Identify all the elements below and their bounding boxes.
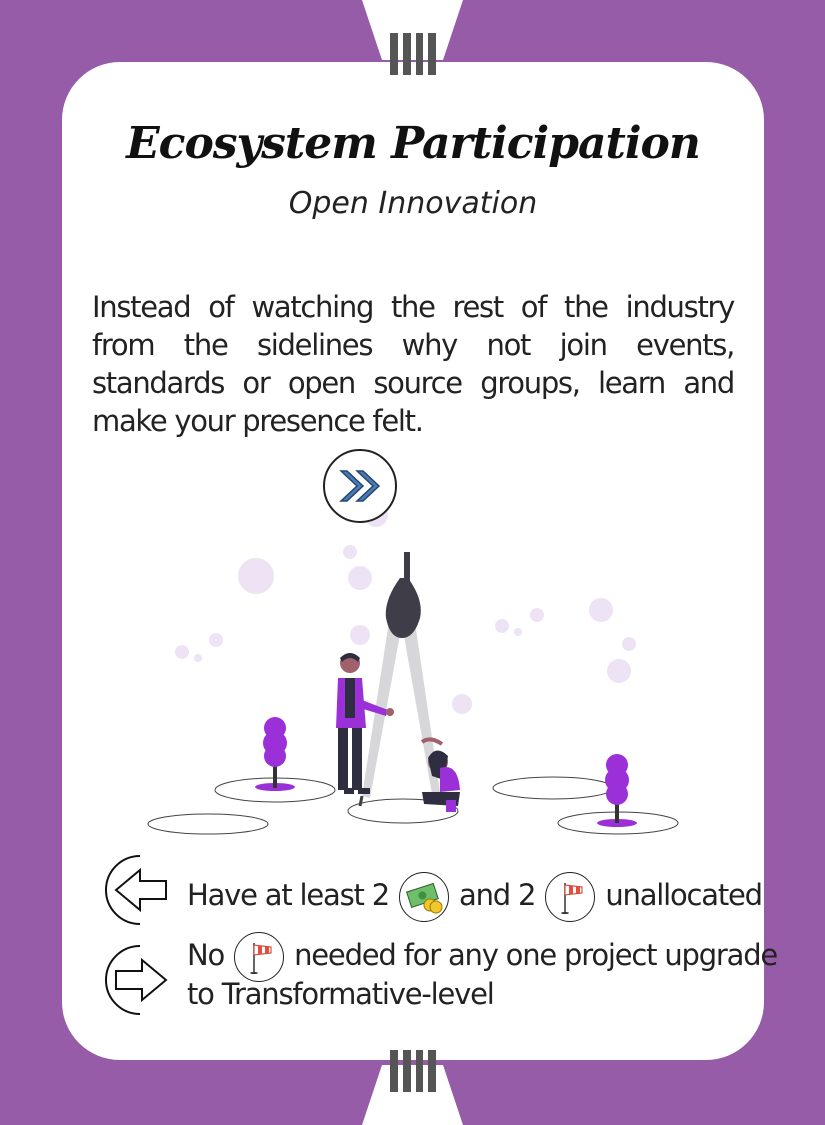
person-kneeling xyxy=(420,737,460,812)
tree-right xyxy=(597,754,637,827)
requirement-prefix: Have at least 2 xyxy=(187,878,390,912)
level-marker-top xyxy=(390,33,436,75)
requirement-suffix: unallocated xyxy=(605,878,763,912)
effect-prefix: No xyxy=(187,938,225,972)
card-description: Instead of watching the rest of the indu… xyxy=(92,290,735,438)
double-chevron-right-icon xyxy=(323,449,397,523)
windsock-icon xyxy=(545,872,596,922)
arrow-right-icon xyxy=(105,945,168,1015)
card-title: Ecosystem Participation xyxy=(126,118,701,169)
requirement-row: Have at least 2 and 2 unallocated xyxy=(92,850,763,936)
requirement-text: Have at least 2 and 2 unallocated xyxy=(187,872,763,922)
arrow-left-icon xyxy=(105,855,167,925)
effect-row: No needed for any one project upgrade to… xyxy=(92,932,778,1026)
drafting-compass xyxy=(358,552,440,807)
effect-text: No needed for any one project upgrade to… xyxy=(187,932,778,1012)
windsock-icon xyxy=(234,932,285,982)
money-coins-icon xyxy=(399,872,450,922)
effect-suffix: needed for any one project upgrade xyxy=(294,938,778,972)
card-subtitle: Open Innovation xyxy=(288,186,538,221)
requirement-middle: and 2 xyxy=(459,878,536,912)
level-marker-bottom xyxy=(390,1050,436,1092)
person-standing xyxy=(336,653,394,794)
illustration xyxy=(147,503,679,835)
effect-line2: to Transformative-level xyxy=(187,977,495,1011)
tree-left xyxy=(255,717,295,791)
